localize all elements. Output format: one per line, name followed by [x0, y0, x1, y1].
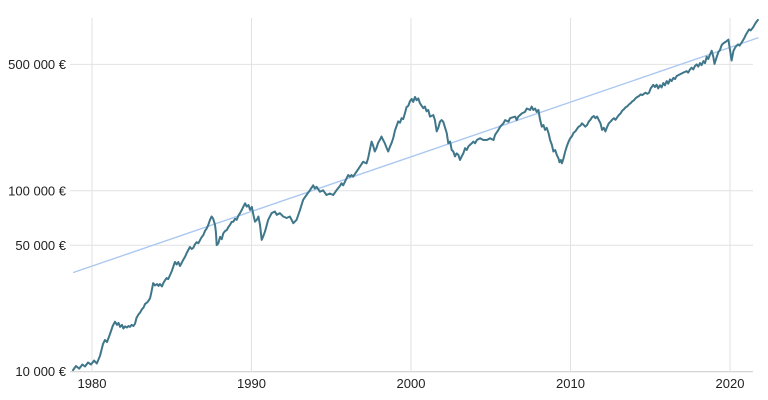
vertical-gridlines — [91, 18, 731, 372]
y-axis-tick-labels: 10 000 € 50 000 € 100 000 € 500 000 € — [8, 57, 67, 379]
y-tick-label: 100 000 € — [8, 183, 67, 198]
x-tick-label: 2010 — [556, 376, 585, 391]
y-tick-label: 50 000 € — [15, 238, 66, 253]
x-tick-label: 2020 — [716, 376, 745, 391]
portfolio-value-series — [72, 18, 759, 372]
trend-line-path — [73, 37, 759, 274]
y-tick-label: 10 000 € — [15, 364, 66, 379]
y-tick-label: 500 000 € — [8, 57, 67, 72]
x-axis-tick-labels: 1980 1990 2000 2010 2020 — [78, 376, 745, 391]
x-tick-label: 1980 — [78, 376, 107, 391]
x-tick-label: 1990 — [237, 376, 266, 391]
x-tick-label: 2000 — [397, 376, 426, 391]
portfolio-line-path — [72, 18, 759, 372]
trend-line-series — [73, 37, 759, 274]
